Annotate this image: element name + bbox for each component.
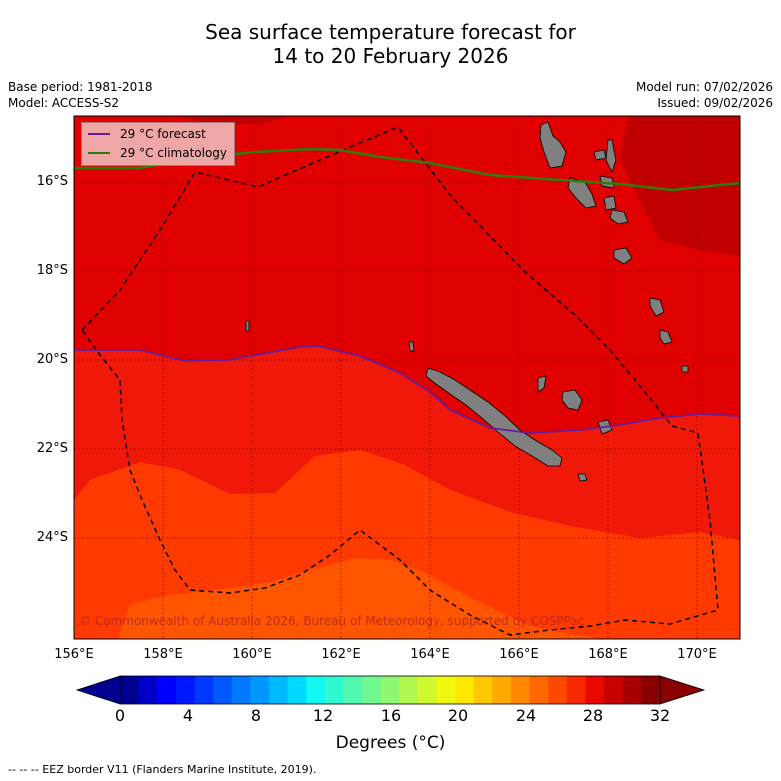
lon-label-168e: 168°E xyxy=(588,647,628,662)
lon-label-166e: 166°E xyxy=(499,647,539,662)
legend-climatology-label: 29 °C climatology xyxy=(120,146,228,160)
colorbar-segment xyxy=(641,676,661,704)
lat-label-22s: 22°S xyxy=(36,441,68,456)
colorbar-segment xyxy=(194,676,214,704)
colorbar-segment xyxy=(175,676,195,704)
island-matthew xyxy=(681,365,689,373)
island-espiritu-santo xyxy=(539,121,567,169)
sst-zone-27 xyxy=(118,558,600,639)
title-line-1: Sea surface temperature forecast for xyxy=(205,20,576,44)
colorbar-segment xyxy=(436,676,456,704)
colorbar-segment xyxy=(287,676,307,704)
island-aneityum xyxy=(659,329,673,345)
lat-label-24s: 24°S xyxy=(36,530,68,545)
legend-forecast-line xyxy=(88,133,110,135)
legend-climatology-entry: 29 °C climatology xyxy=(88,146,227,160)
colorbar-segment xyxy=(268,676,289,704)
island-belep xyxy=(408,341,415,353)
colorbar-tick-16: 16 xyxy=(380,706,402,725)
issued-date: Issued: 09/02/2026 xyxy=(657,96,773,110)
lon-label-170e: 170°E xyxy=(677,647,717,662)
island-malakula xyxy=(567,177,597,209)
colorbar-segment xyxy=(380,676,400,704)
colorbar-segment xyxy=(417,676,438,704)
lon-label-158e: 158°E xyxy=(143,647,183,662)
colorbar-tick-0: 0 xyxy=(114,706,126,725)
colorbar-low-arrow xyxy=(76,675,121,705)
copyright-notice: © Commonwealth of Australia 2026, Bureau… xyxy=(79,614,585,628)
islands xyxy=(245,121,689,482)
lon-label-162e: 162°E xyxy=(321,647,361,662)
map-frame xyxy=(73,115,741,640)
colorbar-tick-32: 32 xyxy=(649,706,671,725)
colorbar-high-arrow xyxy=(659,675,706,705)
colorbar-tick-8: 8 xyxy=(250,706,262,725)
colorbar-segment xyxy=(343,676,363,704)
island-erromango xyxy=(613,247,633,265)
colorbar-segment xyxy=(120,676,140,704)
colorbar xyxy=(76,675,706,705)
island-new-caledonia xyxy=(425,367,563,467)
base-period: Base period: 1981-2018 xyxy=(8,80,153,94)
colorbar-segment xyxy=(566,676,587,704)
colorbar-segment xyxy=(138,676,158,704)
title-line-2: 14 to 20 February 2026 xyxy=(272,44,509,68)
model-name: Model: ACCESS-S2 xyxy=(8,96,120,110)
legend-climatology-line xyxy=(88,152,110,154)
colorbar-tick-28: 28 xyxy=(582,706,604,725)
island-epi xyxy=(603,195,617,211)
eez-footnote: -- -- -- EEZ border V11 (Flanders Marine… xyxy=(8,763,317,776)
colorbar-segment xyxy=(604,676,624,704)
colorbar-tick-20: 20 xyxy=(447,706,469,725)
colorbar-tick-24: 24 xyxy=(515,706,537,725)
model-run: Model run: 07/02/2026 xyxy=(635,80,773,94)
colorbar-segment xyxy=(473,676,493,704)
lon-label-160e: 160°E xyxy=(232,647,272,662)
island-efate xyxy=(609,209,629,225)
legend-forecast-label: 29 °C forecast xyxy=(120,127,206,141)
colorbar-segment xyxy=(362,676,382,704)
colorbar-segment xyxy=(157,676,177,704)
island-pentecost xyxy=(605,139,617,174)
sst-field xyxy=(74,116,740,639)
lat-label-18s: 18°S xyxy=(36,263,68,278)
colorbar-tick-4: 4 xyxy=(182,706,194,725)
colorbar-unit-label: Degrees (°C) xyxy=(335,733,446,753)
eez-border xyxy=(81,126,719,636)
forecast-29c-line xyxy=(74,345,741,434)
lat-label-16s: 16°S xyxy=(36,174,68,189)
island-tanna xyxy=(649,297,665,317)
lon-label-156e: 156°E xyxy=(54,647,94,662)
colorbar-segment xyxy=(548,676,568,704)
legend-forecast-entry: 29 °C forecast xyxy=(88,127,206,141)
colorbar-segment xyxy=(492,676,512,704)
island-ambae xyxy=(593,149,607,161)
colorbar-outline xyxy=(119,675,661,705)
island-lifou xyxy=(561,389,583,411)
colorbar-segment xyxy=(213,676,233,704)
island-ile-des-pins xyxy=(577,473,588,482)
colorbar-segment xyxy=(455,676,475,704)
lat-label-20s: 20°S xyxy=(36,352,68,367)
map-legend: 29 °C forecast 29 °C climatology xyxy=(81,122,235,166)
island-chesterfield xyxy=(245,320,250,332)
colorbar-segment xyxy=(511,676,531,704)
island-ouvea xyxy=(537,375,547,393)
colorbar-segment xyxy=(622,676,642,704)
lon-label-164e: 164°E xyxy=(410,647,450,662)
colorbar-tick-12: 12 xyxy=(312,706,334,725)
sst-zone-32-warm xyxy=(620,116,740,256)
colorbar-segment xyxy=(324,676,344,704)
colorbar-segment xyxy=(585,676,605,704)
colorbar-segment xyxy=(250,676,270,704)
colorbar-segment xyxy=(399,676,419,704)
colorbar-segment xyxy=(306,676,326,704)
colorbar-segment xyxy=(231,676,251,704)
colorbar-segment xyxy=(529,676,549,704)
